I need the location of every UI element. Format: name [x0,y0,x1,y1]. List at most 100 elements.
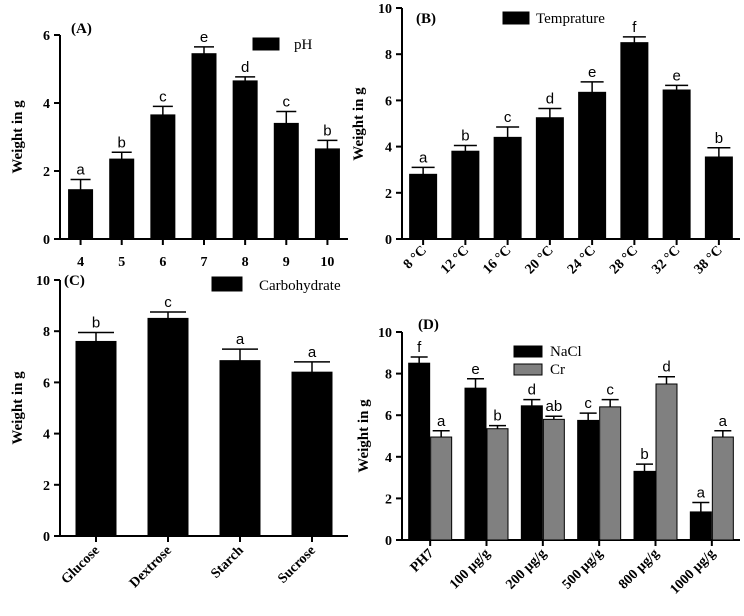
x-tick-label: 7 [201,255,208,270]
bar-temprature [620,42,649,240]
y-axis-label: Weight in g [351,87,367,161]
bar-ph [109,158,135,240]
significance-letter: ab [545,398,562,415]
y-tick-label: 10 [378,2,392,17]
y-tick-label: 6 [385,94,392,109]
y-tick-label: 10 [378,326,392,341]
significance-letter: a [437,413,446,430]
x-tick-label: Sucrose [275,543,318,586]
x-tick-label: 4 [77,255,84,270]
x-tick-label: 100 µg/g [447,546,493,592]
legend-swatch [513,345,543,358]
y-tick-label: 8 [385,48,392,63]
significance-letter: e [200,29,208,46]
x-tick-label: Glucose [59,543,103,587]
significance-letter: b [493,408,501,425]
bar-temprature [578,91,607,240]
x-tick-label: 9 [283,255,290,270]
panel-label: (D) [418,317,439,333]
significance-letter: a [236,331,245,348]
bar-ph [68,189,94,240]
bar-carbohydrate [291,371,333,537]
panel-label: (C) [64,273,85,289]
y-axis-label: Weight in g [10,371,26,445]
x-tick-label: 8 [242,255,249,270]
bar-carbohydrate [147,317,189,537]
y-tick-label: 0 [43,530,50,545]
bar-temprature [662,89,691,240]
significance-letter: c [283,94,291,111]
y-tick-label: 4 [385,451,392,466]
bar-cr [542,418,565,541]
bar-ph [314,148,340,240]
panel-label: (A) [71,21,92,37]
legend-label: Temprature [536,11,605,27]
significance-letter: f [417,339,422,356]
panel-label: (B) [416,11,436,27]
x-tick-label: 20 °C [523,243,557,277]
significance-letter: b [715,130,723,147]
x-tick-label: Starch [208,543,247,582]
significance-letter: e [471,361,479,378]
x-tick-label: 32 °C [649,243,683,277]
significance-letter: a [419,149,428,166]
significance-letter: b [461,127,469,144]
bar-cr [711,436,734,541]
bar-cr [486,428,509,541]
significance-letter: c [606,382,614,399]
bar-nacl [520,405,543,541]
x-tick-label: 5 [118,255,125,270]
significance-letter: a [719,413,728,430]
bar-cr [599,406,622,541]
legend-swatch [211,276,243,292]
legend-swatch [513,363,543,376]
y-tick-label: 10 [36,274,50,289]
significance-letter: c [159,88,167,105]
bar-carbohydrate [219,360,261,537]
x-tick-label: Dextrose [127,543,175,591]
significance-letter: d [528,382,536,399]
y-tick-label: 4 [43,428,50,443]
bar-temprature [493,136,522,240]
bar-temprature [535,117,564,240]
y-tick-label: 4 [43,97,50,112]
legend-label: Carbohydrate [259,278,341,294]
x-tick-label: 1000 µg/g [667,546,718,597]
significance-letter: d [662,359,670,376]
y-axis-label: Weight in g [356,399,372,473]
panel-d: 0 2 4 6 8 10 Weight in g (D) PH7 f a 100 µg/g e b 200 … [356,317,740,597]
bar-nacl [464,387,487,541]
panel-a: 0 2 4 6 Weight in g (A) 4 a 5 b 6 c 7 e 8 d 9 c 10 b pH [10,21,348,270]
y-tick-label: 0 [43,233,50,248]
y-axis-label: Weight in g [10,100,26,174]
significance-letter: c [504,109,512,126]
bar-nacl [408,362,431,541]
legend-swatch [252,37,280,51]
significance-letter: f [632,19,637,36]
significance-letter: e [672,67,680,84]
bar-cr [655,383,678,541]
bar-temprature [704,156,733,240]
x-tick-label: 12 °C [438,243,472,277]
y-tick-label: 0 [385,233,392,248]
bar-ph [232,80,258,240]
panel-b: 0 2 4 6 8 10 Weight in g (B) 8 °C a 12 °C b 16 °C c 20… [351,2,740,277]
x-tick-label: 500 µg/g [560,546,606,592]
x-tick-label: 800 µg/g [616,546,662,592]
y-tick-label: 6 [43,376,50,391]
legend-label: pH [294,37,313,53]
y-tick-label: 4 [385,141,392,156]
bar-nacl [689,511,712,541]
x-tick-label: 10 [320,255,334,270]
y-tick-label: 8 [385,368,392,383]
x-tick-label: 8 °C [401,243,430,272]
bar-cr [430,436,453,541]
significance-letter: b [640,446,648,463]
y-tick-label: 8 [43,325,50,340]
bar-ph [191,53,217,240]
significance-letter: e [588,64,596,81]
y-tick-label: 6 [43,29,50,44]
x-tick-label: 28 °C [607,243,641,277]
bar-temprature [451,150,480,240]
